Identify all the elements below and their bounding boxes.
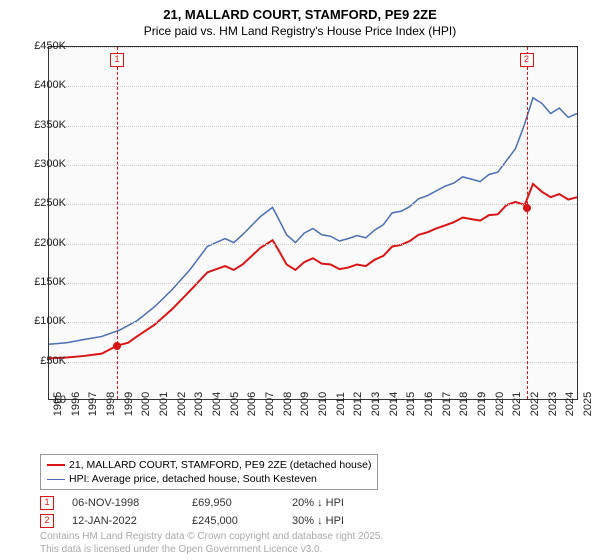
y-axis-label: £300K — [34, 158, 66, 170]
marker-box-2: 2 — [520, 53, 534, 67]
x-axis-label: 1999 — [123, 392, 135, 416]
y-axis-label: £350K — [34, 119, 66, 131]
legend-swatch-1 — [47, 464, 65, 466]
y-axis-label: £450K — [34, 40, 66, 52]
transaction-row: 1 06-NOV-1998£69,95020% ↓ HPI — [40, 494, 392, 512]
x-axis-label: 1997 — [87, 392, 99, 416]
copyright-line1: Contains HM Land Registry data © Crown c… — [40, 531, 383, 544]
x-axis-label: 1995 — [52, 392, 64, 416]
legend-label-1: 21, MALLARD COURT, STAMFORD, PE9 2ZE (de… — [69, 459, 371, 471]
chart-title-line1: 21, MALLARD COURT, STAMFORD, PE9 2ZE — [0, 0, 600, 24]
x-axis-label: 2022 — [529, 392, 541, 416]
series-line — [49, 184, 577, 358]
transaction-marker: 2 — [40, 514, 54, 528]
transaction-table: 1 06-NOV-1998£69,95020% ↓ HPI 2 12-JAN-2022… — [40, 494, 392, 530]
x-axis-label: 2017 — [441, 392, 453, 416]
transaction-price: £245,000 — [192, 515, 292, 527]
x-axis-label: 2024 — [564, 392, 576, 416]
x-axis-label: 2002 — [176, 392, 188, 416]
x-axis-label: 2008 — [282, 392, 294, 416]
legend-label-2: HPI: Average price, detached house, Sout… — [69, 473, 317, 485]
y-axis-label: £250K — [34, 197, 66, 209]
x-axis-label: 2016 — [423, 392, 435, 416]
x-axis-label: 2019 — [476, 392, 488, 416]
x-axis-label: 2011 — [335, 392, 347, 416]
transaction-pct: 20% ↓ HPI — [292, 497, 392, 509]
x-axis-label: 2020 — [494, 392, 506, 416]
x-axis-label: 2006 — [246, 392, 258, 416]
transaction-marker: 1 — [40, 496, 54, 510]
x-axis-label: 2009 — [299, 392, 311, 416]
x-axis-label: 2018 — [458, 392, 470, 416]
chart-svg — [49, 47, 577, 399]
x-axis-label: 2025 — [582, 392, 594, 416]
marker-point-2 — [523, 204, 531, 212]
copyright: Contains HM Land Registry data © Crown c… — [40, 531, 383, 556]
x-axis-label: 1998 — [105, 392, 117, 416]
y-axis-label: £100K — [34, 315, 66, 327]
x-axis-label: 2007 — [264, 392, 276, 416]
transaction-date: 12-JAN-2022 — [72, 515, 192, 527]
copyright-line2: This data is licensed under the Open Gov… — [40, 544, 383, 557]
legend: 21, MALLARD COURT, STAMFORD, PE9 2ZE (de… — [40, 454, 378, 490]
x-axis-label: 2023 — [547, 392, 559, 416]
chart-container: 21, MALLARD COURT, STAMFORD, PE9 2ZE Pri… — [0, 0, 600, 560]
transaction-date: 06-NOV-1998 — [72, 497, 192, 509]
marker-point-1 — [113, 342, 121, 350]
x-axis-label: 2000 — [140, 392, 152, 416]
legend-swatch-2 — [47, 479, 65, 480]
x-axis-label: 2001 — [158, 392, 170, 416]
legend-item-series1: 21, MALLARD COURT, STAMFORD, PE9 2ZE (de… — [47, 458, 371, 472]
x-axis-label: 1996 — [70, 392, 82, 416]
y-axis-label: £50K — [40, 355, 66, 367]
transaction-pct: 30% ↓ HPI — [292, 515, 392, 527]
x-axis-label: 2021 — [511, 392, 523, 416]
y-axis-label: £200K — [34, 237, 66, 249]
x-axis-label: 2003 — [193, 392, 205, 416]
x-axis-label: 2005 — [229, 392, 241, 416]
x-axis-label: 2004 — [211, 392, 223, 416]
x-axis-label: 2012 — [352, 392, 364, 416]
transaction-price: £69,950 — [192, 497, 292, 509]
marker-box-1: 1 — [110, 53, 124, 67]
y-axis-label: £150K — [34, 276, 66, 288]
x-axis-label: 2014 — [388, 392, 400, 416]
series-line — [49, 98, 577, 344]
plot-area: 12 — [48, 46, 578, 400]
x-axis-label: 2015 — [405, 392, 417, 416]
x-axis-label: 2013 — [370, 392, 382, 416]
y-axis-label: £400K — [34, 79, 66, 91]
transaction-row: 2 12-JAN-2022£245,00030% ↓ HPI — [40, 512, 392, 530]
chart-title-line2: Price paid vs. HM Land Registry's House … — [0, 24, 600, 42]
legend-item-series2: HPI: Average price, detached house, Sout… — [47, 472, 371, 486]
x-axis-label: 2010 — [317, 392, 329, 416]
